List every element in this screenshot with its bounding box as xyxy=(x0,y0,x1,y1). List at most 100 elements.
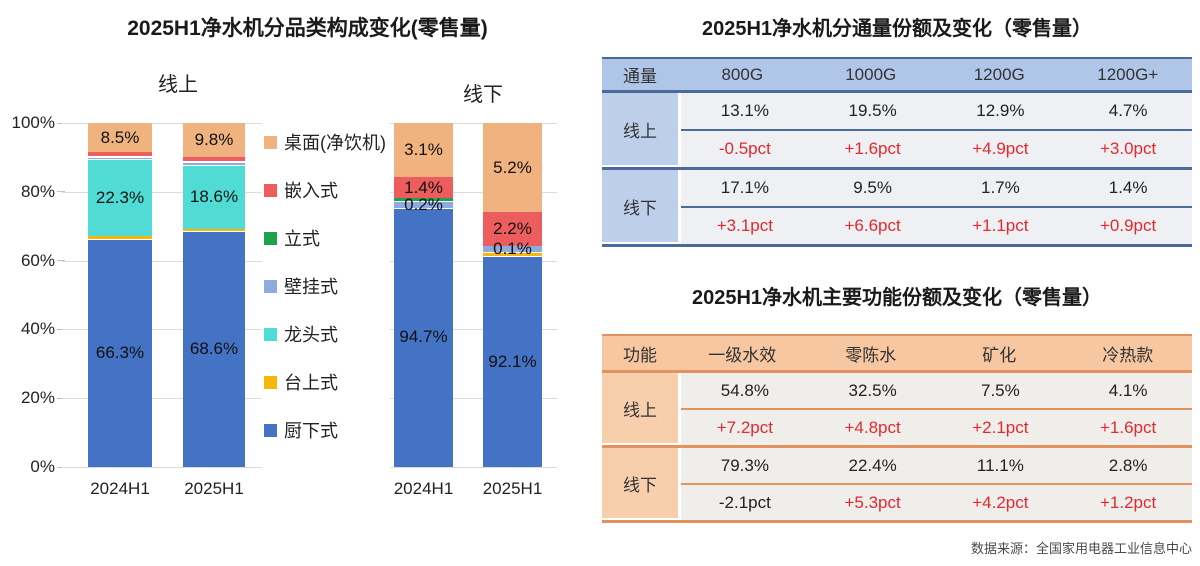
share-row: 17.1% 9.5% 1.7% 1.4% xyxy=(681,170,1192,208)
change-value: +3.0pct xyxy=(1100,139,1157,158)
chart-legend: 桌面(净饮机) 嵌入式立式壁挂式龙头式台上式厨下式 xyxy=(264,131,386,441)
column-header: 800G xyxy=(721,64,764,84)
column-header: 功能 xyxy=(623,345,657,365)
change-value: +2.1pct xyxy=(972,417,1029,437)
row-group-label: 线下 xyxy=(602,170,681,242)
y-axis-tick-label: 80% xyxy=(20,181,55,201)
y-axis-tick-mark xyxy=(57,466,65,468)
y-axis-tick-mark xyxy=(57,328,65,330)
change-value: +1.1pct xyxy=(972,216,1029,235)
gridline xyxy=(62,260,262,262)
share-value: 79.3% xyxy=(720,455,769,475)
chart-title: 2025H1净水机分品类构成变化(零售量) xyxy=(127,17,488,40)
gridline xyxy=(62,467,262,468)
y-axis-tick-mark xyxy=(57,191,65,193)
column-header: 矿化 xyxy=(982,345,1017,365)
share-value: 4.7% xyxy=(1108,101,1148,120)
segment-嵌入式 xyxy=(183,156,245,162)
change-value: +6.6pct xyxy=(844,216,901,235)
function-table: 功能 一级水效 零陈水 矿化 冷热款 线上 54.8% 32.5% 7.5% 4.1% +7.2pc… xyxy=(602,334,1192,523)
legend-item-壁挂式: 壁挂式 xyxy=(264,275,386,297)
legend-swatch-icon xyxy=(264,135,277,149)
segment-label: 68.6% xyxy=(189,339,239,359)
table-block-线上: 线上 54.8% 32.5% 7.5% 4.1% +7.2pct +4.8pct +2.1pc… xyxy=(602,373,1192,448)
legend-item-立式: 立式 xyxy=(264,227,386,249)
change-value: +0.9pct xyxy=(1100,216,1157,235)
segment-壁挂式: 0.1% xyxy=(483,240,542,258)
change-value: +1.2pct xyxy=(1100,492,1157,512)
bar-线上-2025H1: 68.6% 18.6% 9.8% xyxy=(183,123,245,467)
row-group-label: 线上 xyxy=(602,373,681,443)
legend-swatch-icon xyxy=(264,423,277,437)
legend-label: 台上式 xyxy=(284,373,338,393)
legend-item-台上式: 台上式 xyxy=(264,371,386,393)
share-value: 9.5% xyxy=(853,178,892,197)
segment-桌面(净饮机): 3.1% xyxy=(394,123,453,178)
share-value: 1.7% xyxy=(981,178,1020,197)
legend-label: 嵌入式 xyxy=(284,181,338,201)
group-label-offline: 线下 xyxy=(463,84,503,106)
change-value: +3.1pct xyxy=(716,216,773,235)
change-value: +7.2pct xyxy=(716,417,773,437)
share-row: 79.3% 22.4% 11.1% 2.8% xyxy=(681,448,1192,485)
legend-label: 立式 xyxy=(284,229,320,249)
legend-label: 壁挂式 xyxy=(284,277,338,297)
legend-label: 龙头式 xyxy=(284,325,338,345)
change-value: -0.5pct xyxy=(718,139,771,158)
segment-厨下式: 68.6% xyxy=(183,231,245,467)
share-value: 54.8% xyxy=(720,380,769,400)
change-value: +5.3pct xyxy=(844,492,901,512)
gridline xyxy=(62,191,262,193)
segment-label: 0.2% xyxy=(404,194,443,214)
gridline xyxy=(62,398,262,400)
segment-桌面(净饮机): 8.5% xyxy=(88,123,152,153)
data-source-note: 数据来源：全国家用电器工业信息中心 xyxy=(970,541,1192,556)
x-axis-label: 2025H1 xyxy=(482,479,543,498)
gridline xyxy=(390,467,557,468)
legend-label: 厨下式 xyxy=(284,421,338,441)
table-block-线下: 线下 79.3% 22.4% 11.1% 2.8% -2.1pct +5.3pct +4.2p… xyxy=(602,448,1192,520)
group-label-online: 线上 xyxy=(158,74,198,96)
segment-label: 18.6% xyxy=(189,186,239,206)
gridline xyxy=(390,398,557,400)
gridline xyxy=(62,123,262,124)
segment-嵌入式: 1.4% xyxy=(394,177,453,198)
change-value: -2.1pct xyxy=(718,492,771,512)
column-header: 零陈水 xyxy=(845,345,897,365)
row-group-label: 线上 xyxy=(602,93,681,165)
change-value: +4.8pct xyxy=(844,417,901,437)
column-header: 1200G xyxy=(973,64,1025,84)
legend-swatch-icon xyxy=(264,279,277,293)
legend-item-桌面(净饮机): 桌面(净饮机) xyxy=(264,131,386,153)
segment-壁挂式: 0.2% xyxy=(394,195,453,213)
share-value: 4.1% xyxy=(1108,380,1148,400)
segment-label: 9.8% xyxy=(194,129,234,149)
segment-龙头式: 22.3% xyxy=(88,159,152,237)
legend-item-嵌入式: 嵌入式 xyxy=(264,179,386,201)
table-header-row: 功能 一级水效 零陈水 矿化 冷热款 xyxy=(602,336,1192,373)
segment-厨下式: 94.7% xyxy=(394,207,453,467)
share-value: 19.5% xyxy=(848,101,897,120)
column-header: 1200G+ xyxy=(1097,64,1159,84)
change-value: +1.6pct xyxy=(844,139,901,158)
segment-桌面(净饮机): 9.8% xyxy=(183,123,245,157)
flux-table-title: 2025H1净水机分通量份额及变化（零售量） xyxy=(701,18,1093,40)
y-axis-tick-label: 20% xyxy=(20,388,55,408)
column-header: 通量 xyxy=(623,67,657,86)
gridline xyxy=(390,123,557,124)
segment-label: 0.1% xyxy=(493,239,532,259)
share-value: 22.4% xyxy=(848,455,897,475)
share-value: 11.1% xyxy=(976,455,1024,475)
plot-area-online: 66.3% 22.3% 8.5% 68.6% 18.6% 9.8% xyxy=(62,123,262,468)
function-table-title: 2025H1净水机主要功能份额及变化（零售量） xyxy=(691,287,1103,309)
y-axis-tick-label: 40% xyxy=(20,319,55,339)
change-row: -0.5pct +1.6pct +4.9pct +3.0pct xyxy=(681,131,1192,167)
gridline xyxy=(62,329,262,331)
legend-swatch-icon xyxy=(264,327,277,341)
segment-台上式 xyxy=(183,228,245,232)
legend-swatch-icon xyxy=(264,231,277,245)
change-value: +1.6pct xyxy=(1100,417,1157,437)
change-value: +4.9pct xyxy=(972,139,1029,158)
change-row: +3.1pct +6.6pct +1.1pct +0.9pct xyxy=(681,208,1192,244)
